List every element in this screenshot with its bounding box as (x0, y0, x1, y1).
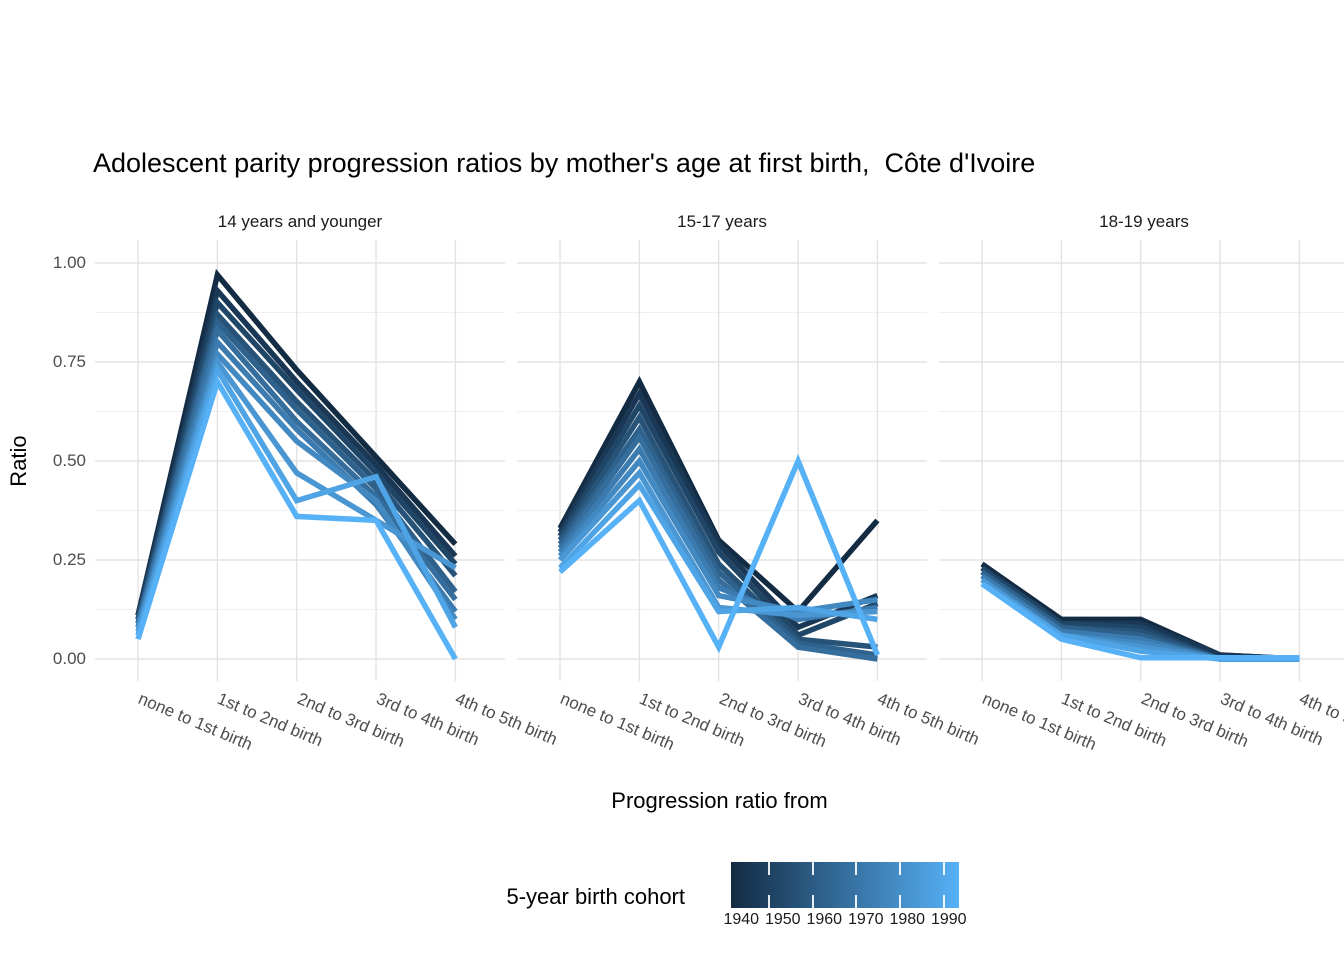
cohort-line-1960 (557, 424, 878, 658)
colorbar-tick (899, 895, 902, 908)
colorbar-tick (855, 862, 858, 875)
colorbar-tick (855, 895, 858, 908)
legend-tick-label: 1990 (930, 911, 967, 928)
legend-tick-label: 1960 (806, 911, 843, 928)
cohort-line-1955 (557, 412, 878, 650)
plot-title: Adolescent parity progression ratios by … (93, 148, 1036, 178)
facet-panel-2 (517, 240, 927, 681)
colorbar-tick (899, 862, 902, 875)
legend-tick-label: 1940 (723, 911, 760, 928)
legend-colorbar (731, 862, 959, 908)
facet-strip-label-1: 14 years and younger (217, 212, 383, 231)
colorbar-tick (768, 862, 771, 875)
legend-tick-label: 1970 (847, 911, 884, 928)
cohort-line-1950 (557, 400, 879, 639)
legend-title: 5-year birth cohort (506, 884, 685, 909)
y-tick-label: 0.50 (52, 451, 86, 470)
facet-chart-1 (95, 240, 505, 681)
cohort-line-1990 (980, 581, 1300, 661)
y-tick-label: 1.00 (52, 253, 86, 272)
facet-strip-label-2: 15-17 years (677, 212, 767, 231)
facet-strip-label-3: 18-19 years (1099, 212, 1189, 231)
cohort-line-1985 (558, 480, 878, 623)
colorbar-tick (768, 895, 771, 908)
y-tick-label: 0.75 (52, 352, 86, 371)
facet-panel-1 (95, 240, 505, 681)
legend-tick-label: 1980 (889, 911, 926, 928)
legend-tick-label: 1950 (764, 911, 801, 928)
colorbar-tick (811, 895, 814, 908)
facet-panel-3 (939, 240, 1344, 681)
legend-tick-labels: 1940 1950 1960 1970 1980 1990 (723, 911, 966, 933)
colorbar-tick (942, 862, 945, 875)
colorbar-tick (811, 862, 814, 875)
cohort-line-1965 (557, 432, 878, 662)
facet-chart-2 (517, 240, 927, 681)
y-tick-label: 0.25 (52, 550, 86, 569)
cohort-line-1975 (557, 456, 878, 615)
x-axis-title: Progression ratio from (611, 788, 828, 813)
y-tick-label: 0.00 (52, 649, 86, 668)
cohort-line-1990 (135, 375, 458, 661)
facet-chart-3 (939, 240, 1344, 681)
cohort-line-1990 (558, 453, 880, 657)
colorbar-tick (942, 895, 945, 908)
